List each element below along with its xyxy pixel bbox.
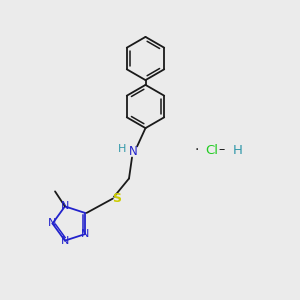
Text: H: H [232,143,242,157]
Text: N: N [61,236,69,246]
Text: S: S [112,192,121,205]
Text: –: – [219,143,225,157]
Text: N: N [61,201,69,212]
Text: ·: · [195,143,199,157]
Text: N: N [129,145,138,158]
Text: N: N [48,218,57,229]
Text: Cl: Cl [206,143,218,157]
Text: H: H [118,144,126,154]
Text: N: N [81,229,89,239]
